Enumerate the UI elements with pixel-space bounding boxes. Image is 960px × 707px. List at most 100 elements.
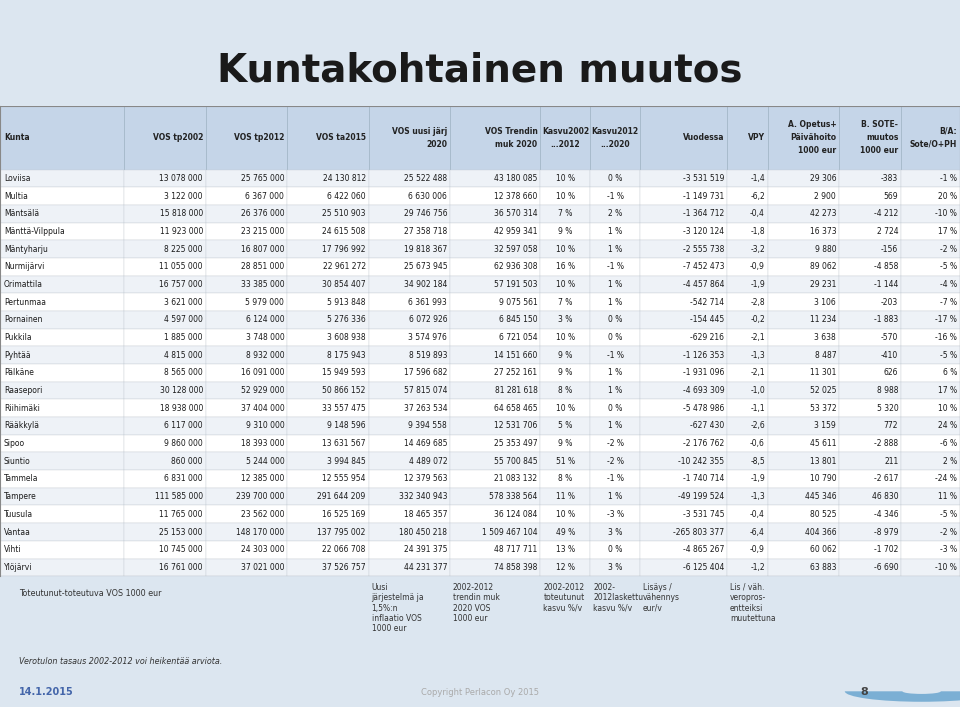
Bar	[369, 364, 450, 382]
Text: -1,4: -1,4	[750, 174, 765, 183]
Bar	[450, 399, 540, 417]
Bar	[450, 435, 540, 452]
Text: -10 242 355: -10 242 355	[678, 457, 724, 466]
Bar	[590, 329, 640, 346]
Bar	[727, 523, 768, 541]
Text: ...2012: ...2012	[550, 140, 580, 149]
Text: -383: -383	[881, 174, 899, 183]
Bar	[450, 223, 540, 240]
Text: Tammela: Tammela	[4, 474, 38, 484]
Bar	[450, 276, 540, 293]
Text: 6 361 993: 6 361 993	[408, 298, 447, 307]
Text: 29 306: 29 306	[809, 174, 836, 183]
Text: 9 %: 9 %	[558, 439, 572, 448]
Bar	[590, 106, 640, 170]
Text: 2020: 2020	[426, 140, 447, 149]
Text: Vantaa: Vantaa	[4, 527, 31, 537]
Text: -6 %: -6 %	[940, 439, 957, 448]
Text: 3 %: 3 %	[558, 315, 572, 325]
Text: 33 385 000: 33 385 000	[241, 280, 284, 289]
Text: 3 748 000: 3 748 000	[246, 333, 284, 342]
Text: 11 765 000: 11 765 000	[159, 510, 203, 519]
Bar	[768, 258, 839, 276]
Bar	[205, 382, 287, 399]
Text: 9 310 000: 9 310 000	[246, 421, 284, 431]
Text: Vuodessa: Vuodessa	[683, 134, 724, 142]
Text: 1 %: 1 %	[608, 280, 622, 289]
Bar	[205, 258, 287, 276]
Text: 8: 8	[860, 686, 868, 696]
Text: Kasvu2002: Kasvu2002	[541, 127, 588, 136]
Bar	[640, 346, 727, 364]
Text: -1 %: -1 %	[607, 474, 624, 484]
Text: -1 931 096: -1 931 096	[683, 368, 724, 378]
Bar	[839, 435, 901, 452]
Bar	[450, 470, 540, 488]
Bar	[287, 258, 369, 276]
Bar	[727, 435, 768, 452]
Text: 11 %: 11 %	[556, 492, 575, 501]
Text: 27 252 161: 27 252 161	[494, 368, 538, 378]
Bar	[125, 435, 205, 452]
Text: 445 346: 445 346	[804, 492, 836, 501]
Bar	[125, 470, 205, 488]
Bar	[0, 223, 125, 240]
Text: 1 %: 1 %	[608, 386, 622, 395]
Bar	[590, 346, 640, 364]
Text: 12 531 706: 12 531 706	[494, 421, 538, 431]
Bar	[450, 311, 540, 329]
Text: 1 %: 1 %	[608, 227, 622, 236]
Text: 11 055 000: 11 055 000	[159, 262, 203, 271]
Bar	[287, 559, 369, 576]
Text: 1 %: 1 %	[608, 492, 622, 501]
Text: 1 %: 1 %	[608, 368, 622, 378]
Bar	[768, 470, 839, 488]
Text: 16 807 000: 16 807 000	[241, 245, 284, 254]
Text: -0,9: -0,9	[750, 262, 765, 271]
Bar	[901, 541, 960, 559]
Bar	[640, 559, 727, 576]
Bar	[901, 435, 960, 452]
Text: -2 %: -2 %	[940, 245, 957, 254]
Bar	[369, 559, 450, 576]
Bar	[450, 364, 540, 382]
Bar	[768, 364, 839, 382]
Bar	[450, 559, 540, 576]
Bar	[205, 364, 287, 382]
Text: -6,2: -6,2	[750, 192, 765, 201]
Text: -1,2: -1,2	[751, 563, 765, 572]
Text: -2 %: -2 %	[607, 439, 624, 448]
Text: 772: 772	[884, 421, 899, 431]
Text: 1 885 000: 1 885 000	[164, 333, 203, 342]
Bar	[450, 106, 540, 170]
Text: -1 740 714: -1 740 714	[683, 474, 724, 484]
Bar	[287, 523, 369, 541]
Bar	[839, 382, 901, 399]
Bar	[768, 541, 839, 559]
Text: 1 %: 1 %	[608, 245, 622, 254]
Bar	[839, 506, 901, 523]
Text: 24 303 000: 24 303 000	[241, 545, 284, 554]
Bar	[125, 346, 205, 364]
Bar	[450, 293, 540, 311]
Bar	[287, 205, 369, 223]
Text: 0 %: 0 %	[608, 404, 622, 413]
Text: 10 %: 10 %	[556, 192, 575, 201]
Bar	[768, 435, 839, 452]
Text: -16 %: -16 %	[935, 333, 957, 342]
Bar	[727, 223, 768, 240]
Bar	[450, 240, 540, 258]
Bar	[590, 293, 640, 311]
Bar	[727, 364, 768, 382]
Text: 55 700 845: 55 700 845	[494, 457, 538, 466]
Text: 8 %: 8 %	[559, 386, 572, 395]
Text: -5 %: -5 %	[940, 510, 957, 519]
Bar	[125, 170, 205, 187]
Text: 50 866 152: 50 866 152	[323, 386, 366, 395]
Text: 11 %: 11 %	[938, 492, 957, 501]
Bar	[287, 382, 369, 399]
Text: 60 062: 60 062	[809, 545, 836, 554]
Bar	[768, 452, 839, 470]
Text: -1,9: -1,9	[750, 280, 765, 289]
Bar	[640, 311, 727, 329]
